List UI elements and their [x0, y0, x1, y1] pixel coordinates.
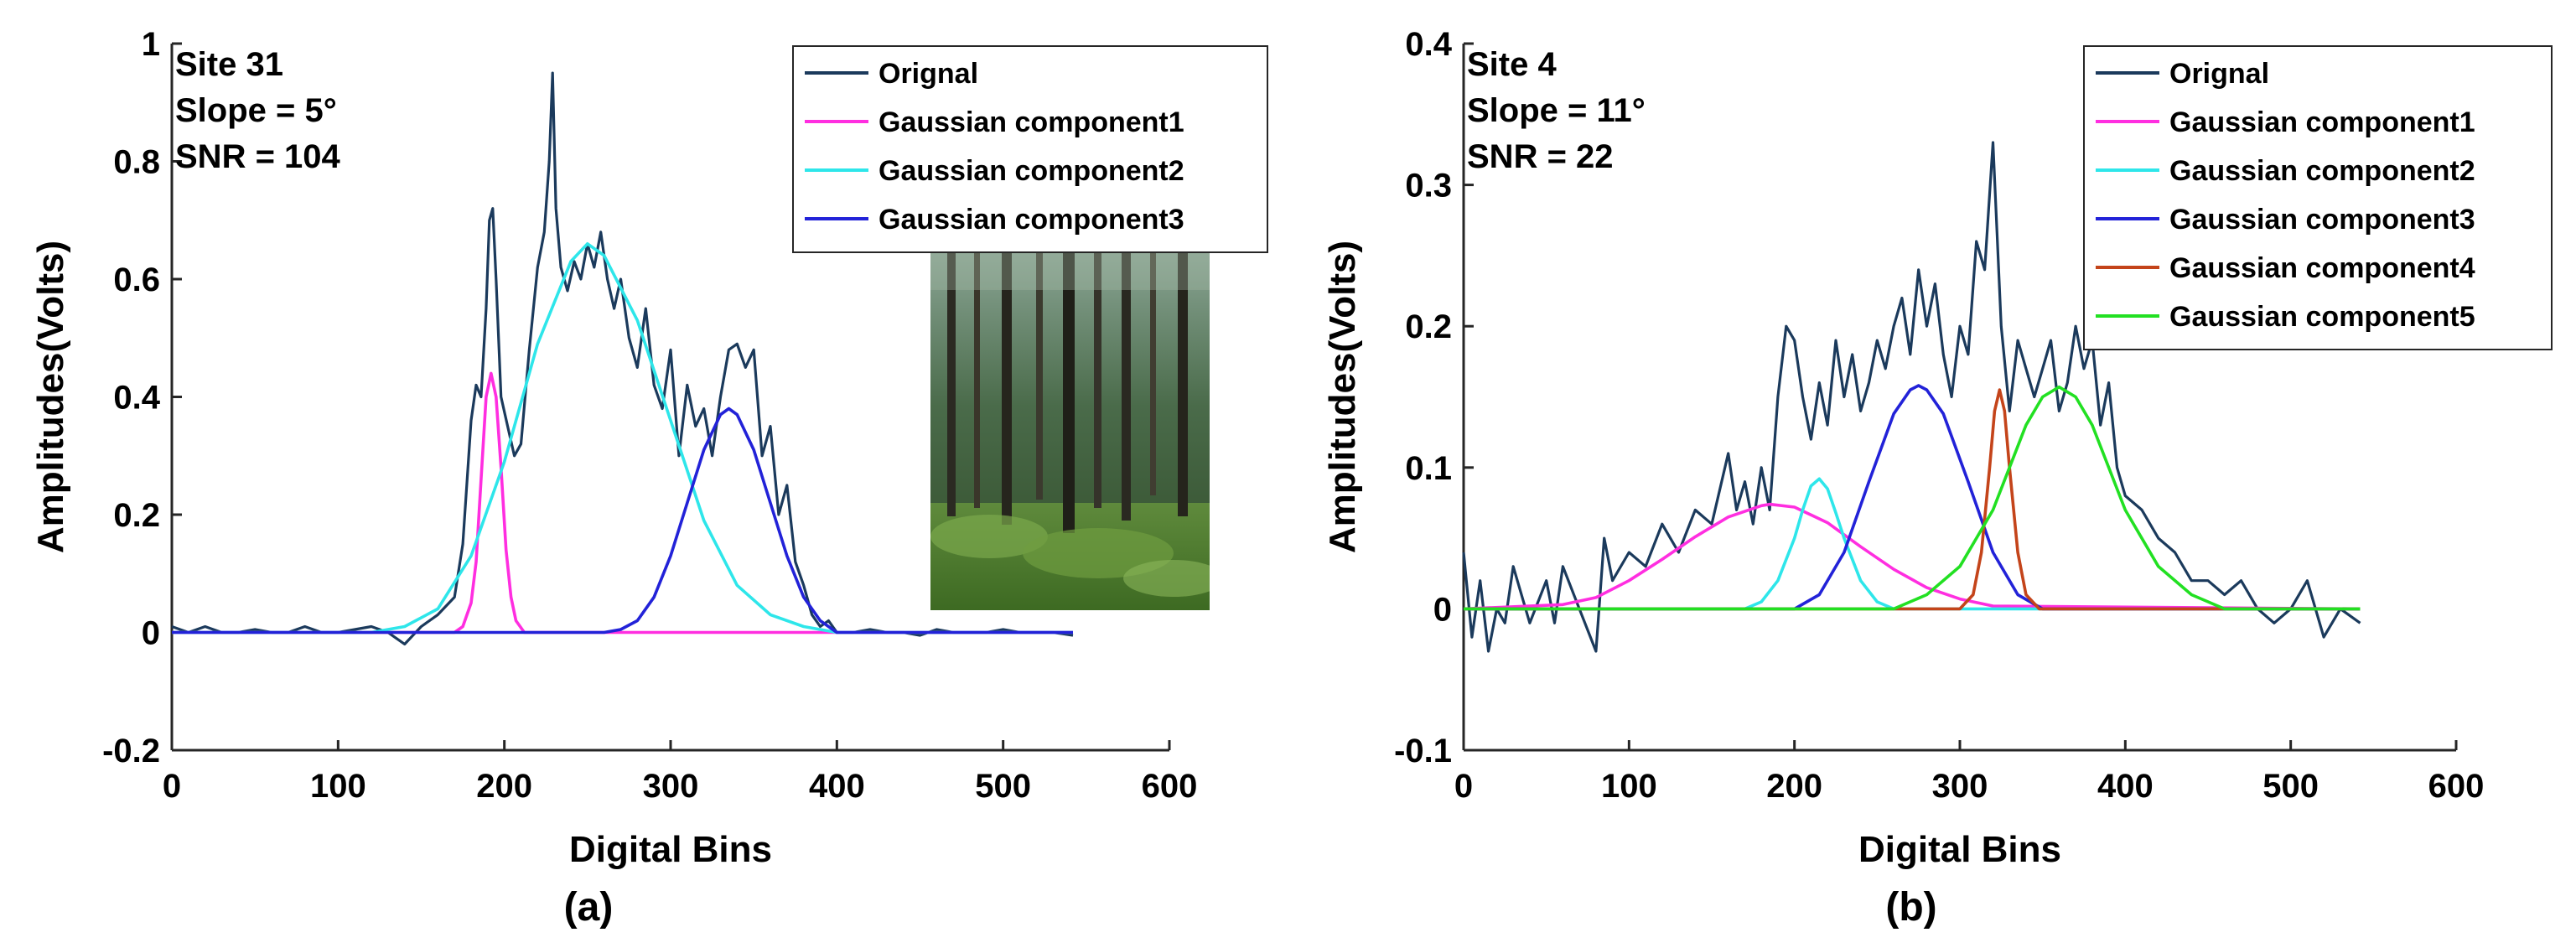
series-line-gaussian-4	[1464, 388, 2361, 611]
y-tick-label: 0.1	[1405, 450, 1452, 487]
series-lines	[171, 71, 1074, 646]
y-tick-label: 0	[1433, 591, 1452, 628]
x-tick-label: 0	[1454, 768, 1473, 805]
tick-labels: 0 100 200 300 400 500 600-0.200.20.40.60.81	[102, 26, 1197, 805]
y-tick-label: -0.2	[102, 733, 160, 769]
series-line-gaussian-1	[172, 371, 1073, 635]
y-tick-label: 0.2	[1405, 308, 1452, 345]
annotation-line: Slope = 5°	[175, 92, 337, 129]
site-annotation: Site 31 Slope = 5° SNR = 104	[175, 46, 341, 175]
y-tick-label: 0.2	[113, 497, 160, 534]
x-tick-label: 600	[2428, 768, 2485, 805]
legend-entry: Orignal	[2169, 58, 2269, 90]
legend-entry: Orignal	[879, 58, 978, 90]
legend-entry: Gaussian component5	[2169, 301, 2475, 333]
axis-labels: Digital Bins Amplitudes(Volts)	[30, 241, 772, 870]
annotation-line: SNR = 104	[175, 138, 341, 175]
annotation-line: Site 31	[175, 46, 283, 83]
x-tick-label: 300	[643, 768, 699, 805]
x-tick-label: 500	[2262, 768, 2319, 805]
legend-entry: Gaussian component2	[2169, 155, 2475, 187]
y-tick-label: 0.8	[113, 144, 160, 181]
site-annotation: Site 4 Slope = 11° SNR = 22	[1467, 46, 1646, 175]
y-tick-label: 0.6	[113, 262, 160, 298]
series-lines	[1462, 141, 2361, 653]
annotation-line: Site 4	[1467, 46, 1557, 83]
chart-panel-a: 0 100 200 300 400 500 600-0.200.20.40.60.81	[30, 26, 1268, 930]
legend-entry: Gaussian component3	[879, 204, 1184, 236]
x-tick-label: 600	[1142, 768, 1198, 805]
annotation-line: Slope = 11°	[1467, 92, 1646, 129]
y-tick-label: 0	[142, 615, 160, 652]
chart-panel-b: 0 100 200 300 400 500 600-0.100.10.20.30.4 Sit…	[1322, 26, 2553, 930]
axis-labels: Digital Bins Amplitudes(Volts)	[1322, 241, 2061, 870]
y-tick-label: 0.4	[113, 380, 160, 417]
x-tick-label: 400	[809, 768, 865, 805]
series-line-gaussian-2	[172, 241, 1073, 635]
legend: Orignal Gaussian component1 Gaussian compo…	[792, 45, 1268, 253]
series-line-gaussian-2	[1464, 477, 2361, 611]
y-tick-label: 0.4	[1405, 26, 1452, 63]
legend-entry: Gaussian component1	[879, 106, 1184, 138]
x-tick-label: 300	[1932, 768, 1988, 805]
panel-label-a: (a)	[564, 885, 614, 930]
axes-frame	[1462, 42, 2458, 752]
series-line-gaussian-5	[1464, 385, 2361, 611]
x-tick-label: 200	[1766, 768, 1822, 805]
y-axis-label: Amplitudes(Volts)	[30, 241, 71, 553]
x-axis-label: Digital Bins	[1858, 829, 2061, 870]
x-tick-label: 0	[163, 768, 181, 805]
x-tick-label: 100	[310, 768, 366, 805]
annotation-line: SNR = 22	[1467, 138, 1614, 175]
x-axis-label: Digital Bins	[569, 829, 772, 870]
legend-entry: Gaussian component2	[879, 155, 1184, 187]
legend: Orignal Gaussian component1 Gaussian compo…	[2083, 45, 2553, 350]
legend-box	[792, 45, 1268, 253]
forest-photo	[930, 240, 1210, 610]
x-tick-label: 100	[1601, 768, 1657, 805]
tick-labels: 0 100 200 300 400 500 600-0.100.10.20.30.4	[1394, 26, 2484, 805]
series-line-gaussian-1	[1463, 502, 2361, 611]
x-tick-label: 500	[975, 768, 1031, 805]
legend-box	[2083, 45, 2553, 350]
x-tick-label: 400	[2097, 768, 2154, 805]
x-tick-label: 200	[476, 768, 532, 805]
legend-entry: Gaussian component4	[2169, 252, 2475, 284]
y-tick-label: 0.3	[1405, 168, 1452, 205]
series-line-orignal	[1462, 141, 2361, 653]
y-tick-label: 1	[142, 26, 160, 63]
y-tick-label: -0.1	[1394, 733, 1452, 769]
y-axis-label: Amplitudes(Volts)	[1322, 241, 1363, 553]
series-line-gaussian-3	[1464, 384, 2361, 611]
legend-entry: Gaussian component3	[2169, 204, 2475, 236]
legend-entry: Gaussian component1	[2169, 106, 2475, 138]
panel-label-b: (b)	[1885, 885, 1936, 930]
series-line-gaussian-3	[172, 407, 1073, 635]
